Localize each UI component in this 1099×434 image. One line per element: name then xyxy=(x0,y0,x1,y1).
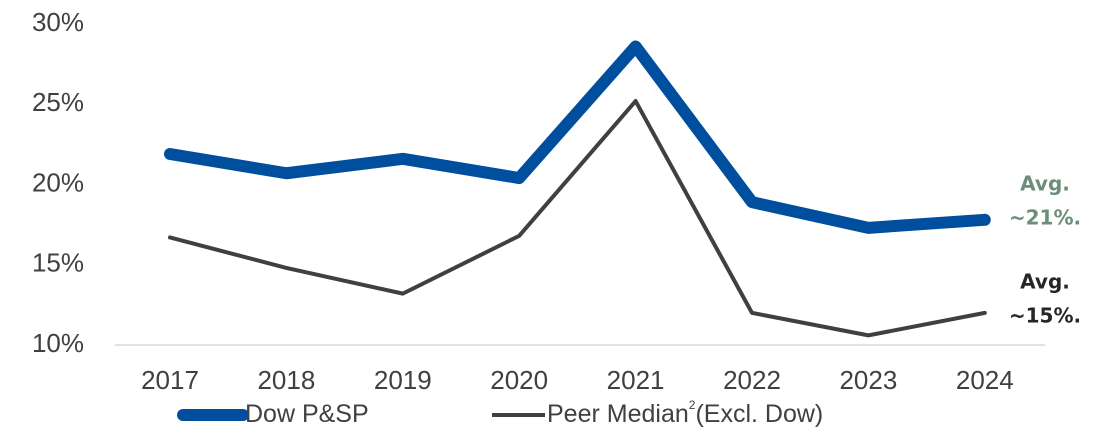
x-tick-label: 2024 xyxy=(956,365,1014,395)
series-line xyxy=(168,99,987,338)
y-tick-label: 30% xyxy=(32,7,84,37)
x-tick-label: 2017 xyxy=(141,365,199,395)
legend-name: Dow P&SP xyxy=(245,400,369,428)
annotation: Avg. xyxy=(1020,172,1070,196)
y-tick-label: 15% xyxy=(32,248,84,278)
x-tick-label: 2020 xyxy=(490,365,548,395)
annotation: ~21%. xyxy=(1009,206,1081,230)
x-tick-label: 2023 xyxy=(839,365,897,395)
x-tick-label: 2018 xyxy=(257,365,315,395)
legend-label: Dow P&SP xyxy=(245,400,369,428)
legend-label: Peer Median2(Excl. Dow) xyxy=(547,398,823,427)
annotation: Avg. xyxy=(1020,270,1070,294)
y-tick-label: 10% xyxy=(32,328,84,358)
legend-name: Peer Median xyxy=(547,400,689,428)
x-tick-label: 2021 xyxy=(607,365,665,395)
x-tick-label: 2022 xyxy=(723,365,781,395)
annotation: ~15%. xyxy=(1009,304,1081,328)
legend-suffix: (Excl. Dow) xyxy=(695,400,823,428)
y-tick-label: 25% xyxy=(32,87,84,117)
legend-superscript: 2 xyxy=(689,398,696,412)
y-tick-label: 20% xyxy=(32,167,84,197)
x-tick-label: 2019 xyxy=(374,365,432,395)
series-line xyxy=(164,40,991,234)
